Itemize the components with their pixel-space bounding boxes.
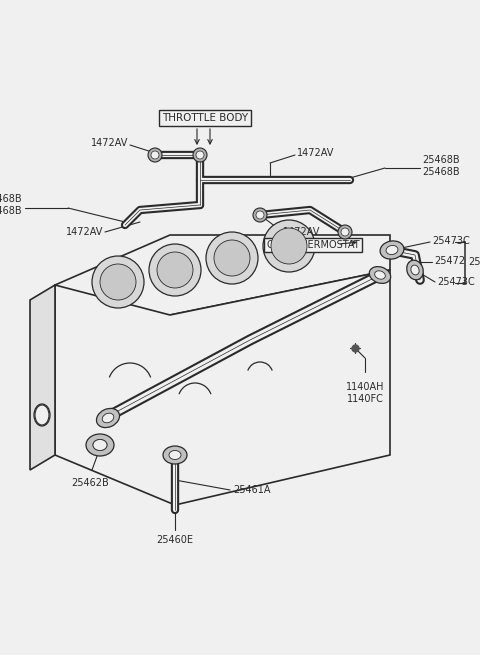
Text: 25473C: 25473C [437,277,475,287]
Polygon shape [55,270,390,505]
Ellipse shape [369,267,391,284]
Ellipse shape [89,436,111,454]
Ellipse shape [35,405,49,425]
Text: 25472: 25472 [434,256,465,266]
Circle shape [271,228,307,264]
Text: 25461A: 25461A [233,485,271,495]
Text: 25468B
25468B: 25468B 25468B [422,155,460,177]
Circle shape [157,252,193,288]
Ellipse shape [380,241,404,259]
Text: 25462B: 25462B [71,478,109,488]
Ellipse shape [102,413,114,422]
Circle shape [193,148,207,162]
Text: 1472AV: 1472AV [297,148,335,158]
Text: 1472AV: 1472AV [66,227,103,237]
Text: 1140AH
1140FC: 1140AH 1140FC [346,382,384,403]
Ellipse shape [375,271,385,279]
Text: THROTTLE BODY: THROTTLE BODY [162,113,248,123]
Ellipse shape [93,440,107,451]
Polygon shape [30,285,55,470]
Circle shape [253,208,267,222]
Circle shape [100,264,136,300]
Circle shape [341,228,349,236]
Text: 25480: 25480 [468,257,480,267]
Text: 25468B
25468B: 25468B 25468B [0,194,22,215]
Circle shape [214,240,250,276]
Circle shape [149,244,201,296]
Ellipse shape [93,440,107,451]
Ellipse shape [96,409,120,428]
Circle shape [263,220,315,272]
Text: CASE-THERMOSTAT: CASE-THERMOSTAT [266,240,360,250]
Ellipse shape [34,404,50,426]
Circle shape [196,151,204,159]
Circle shape [206,232,258,284]
Ellipse shape [163,446,187,464]
Circle shape [151,151,159,159]
Circle shape [256,211,264,219]
Text: 1472AV: 1472AV [283,227,320,237]
Polygon shape [55,235,390,315]
Ellipse shape [169,451,181,460]
Text: 1472AV: 1472AV [91,138,128,148]
Ellipse shape [386,246,398,255]
Ellipse shape [86,434,114,456]
Text: 25460E: 25460E [156,535,193,545]
Circle shape [338,225,352,239]
Ellipse shape [407,260,423,280]
Text: 25473C: 25473C [432,236,470,246]
Ellipse shape [411,265,419,275]
Circle shape [92,256,144,308]
Circle shape [148,148,162,162]
